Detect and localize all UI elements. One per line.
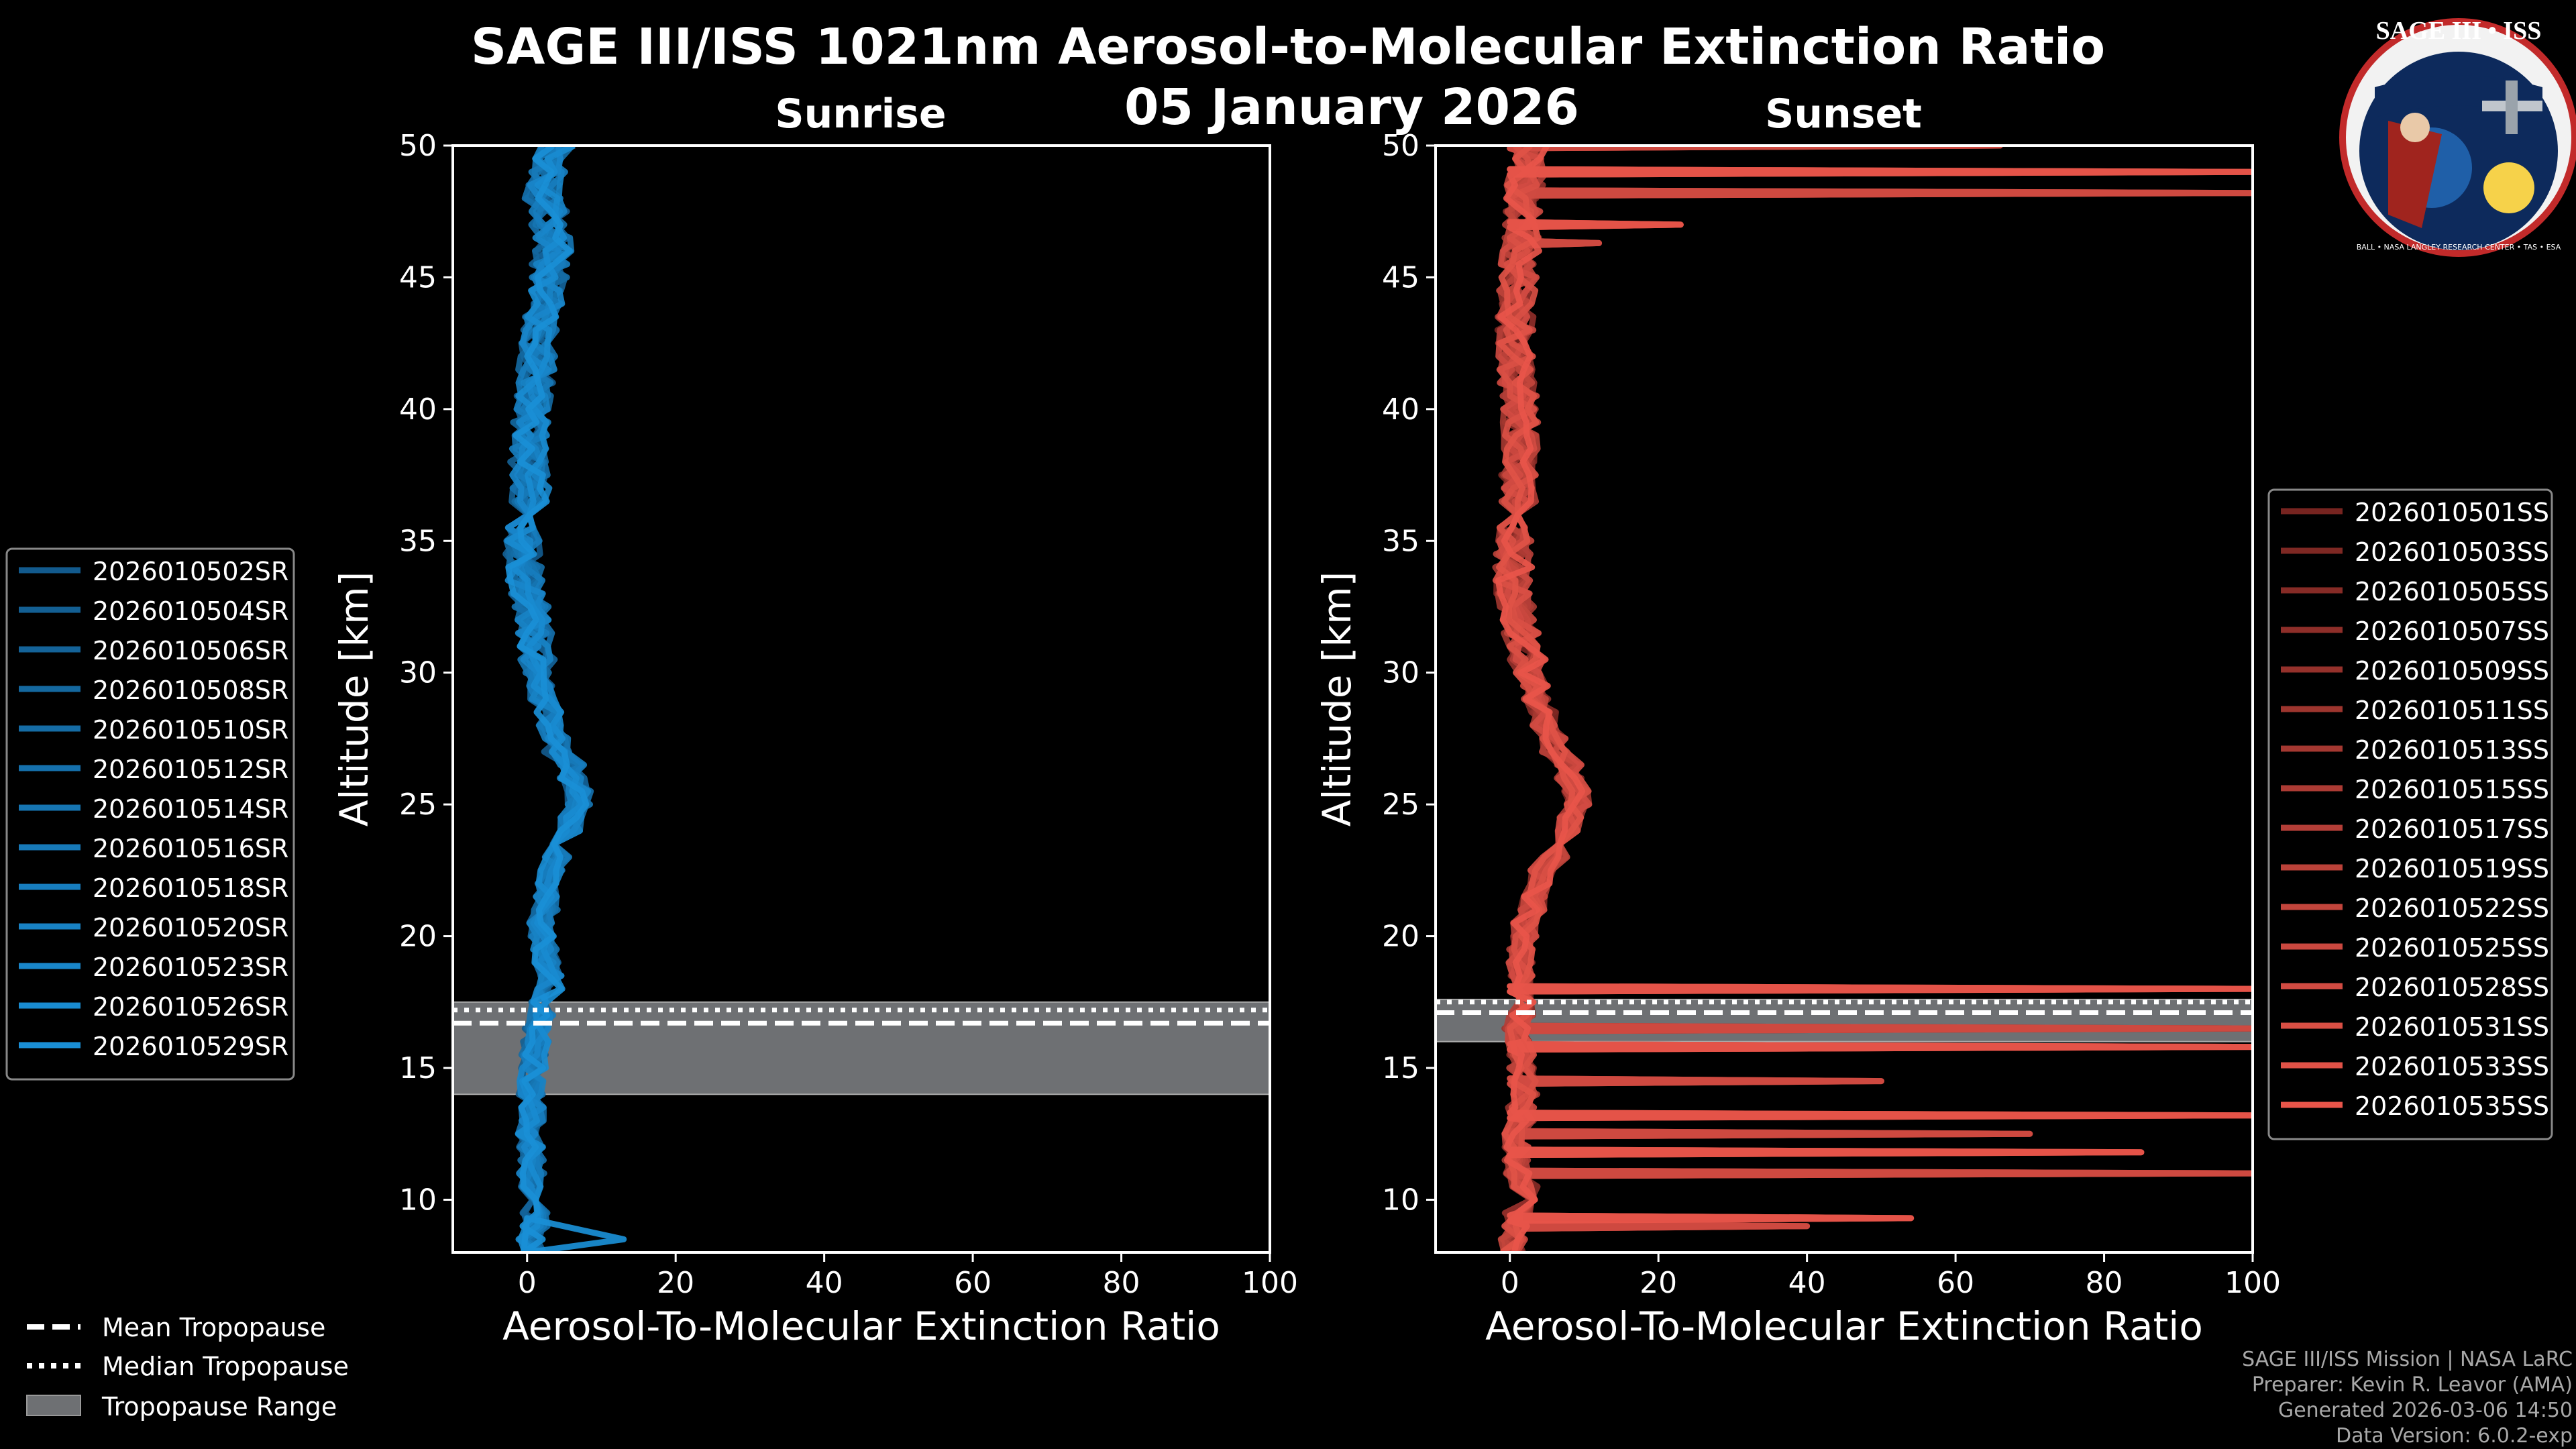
y-tick-label: 40 (399, 392, 437, 427)
mean-tropopause-label: Mean Tropopause (102, 1313, 325, 1342)
y-tick-label: 25 (1382, 788, 1419, 822)
legend-label: 2026010504SR (93, 596, 288, 626)
legend-label: 2026010533SS (2355, 1052, 2549, 1081)
y-tick-label: 45 (399, 260, 437, 294)
logo-text: SAGE III • ISS (2376, 17, 2542, 45)
legend-label: 2026010513SS (2355, 735, 2549, 765)
sunrise-title: Sunrise (775, 91, 946, 138)
x-tick-label: 100 (1242, 1266, 1298, 1300)
footer-generated: Generated 2026-03-06 14:50 (2278, 1399, 2573, 1422)
y-tick-label: 35 (1382, 524, 1419, 558)
x-tick-label: 20 (657, 1266, 694, 1300)
main-title: SAGE III/ISS 1021nm Aerosol-to-Molecular… (471, 18, 2105, 76)
legend-label: 2026010523SR (93, 953, 288, 982)
legend-label: 2026010507SS (2355, 616, 2549, 646)
y-tick-label: 30 (1382, 656, 1419, 690)
legend-label: 2026010514SR (93, 794, 288, 824)
legend-label: 2026010509SS (2355, 656, 2549, 686)
legend-label: 2026010519SS (2355, 854, 2549, 883)
y-tick-label: 40 (1382, 392, 1419, 427)
tropopause-range-band (1436, 998, 2253, 1042)
legend-label: 2026010502SR (93, 557, 288, 586)
y-tick-label: 35 (399, 524, 437, 558)
x-tick-label: 60 (954, 1266, 991, 1300)
legend-label: 2026010528SS (2355, 973, 2549, 1002)
y-tick-label: 50 (1382, 129, 1419, 163)
legend-label: 2026010518SR (93, 873, 288, 903)
legend-label: 2026010511SS (2355, 696, 2549, 725)
legend-box (2267, 488, 2553, 1140)
profile-line-2026010535SS (1495, 146, 2253, 1252)
tropopause-legend: Mean Tropopause Median Tropopause Tropop… (26, 1313, 349, 1421)
legend-label: 2026010512SR (93, 755, 288, 784)
legend-label: 2026010526SR (93, 992, 288, 1022)
legend-label: 2026010516SR (93, 834, 288, 863)
sunset-legend: 2026010501SS 2026010503SS 2026010505SS 2026… (2267, 488, 2553, 1140)
legend-label: 2026010517SS (2355, 814, 2549, 844)
legend-box (5, 547, 295, 1081)
x-axis-label: Aerosol-To-Molecular Extinction Ratio (502, 1303, 1220, 1349)
sage-iii-iss-logo: SAGE III • ISS BALL • NASA LANGLEY RESEA… (2339, 17, 2576, 257)
legend-label: 2026010508SR (93, 676, 288, 705)
legend-label: 2026010531SS (2355, 1012, 2549, 1042)
legend-label: 2026010522SS (2355, 894, 2549, 923)
legend-label: 2026010529SR (93, 1032, 288, 1061)
footer-preparer: Preparer: Kevin R. Leavor (AMA) (2252, 1373, 2573, 1397)
x-tick-label: 100 (2224, 1266, 2281, 1300)
x-tick-label: 40 (1788, 1266, 1826, 1300)
x-tick-label: 80 (1103, 1266, 1140, 1300)
sunrise-plot: 0 20 40 60 80 100 10 15 20 25 30 35 40 45 50 Aerosol-To… (331, 129, 1298, 1349)
y-axis-label: Altitude [km] (331, 572, 377, 826)
y-tick-label: 15 (399, 1051, 437, 1085)
y-tick-label: 20 (1382, 920, 1419, 954)
footer-version: Data Version: 6.0.2-exp (2336, 1424, 2573, 1448)
main-date: 05 January 2026 (1124, 78, 1579, 136)
sunset-title: Sunset (1765, 91, 1922, 138)
legend-label: 2026010505SS (2355, 577, 2549, 606)
y-tick-label: 10 (1382, 1183, 1419, 1217)
y-tick-label: 20 (399, 920, 437, 954)
x-tick-label: 0 (1501, 1266, 1519, 1300)
x-tick-label: 20 (1640, 1266, 1677, 1300)
legend-label: 2026010520SR (93, 913, 288, 943)
footer-mission: SAGE III/ISS Mission | NASA LaRC (2242, 1348, 2573, 1371)
profile-line-2026010523SR (504, 146, 592, 1252)
y-axis-label: Altitude [km] (1314, 572, 1360, 826)
x-tick-label: 0 (518, 1266, 537, 1300)
legend-label: 2026010506SR (93, 636, 288, 665)
legend-label: 2026010525SS (2355, 933, 2549, 963)
sunrise-legend: 2026010502SR 2026010504SR 2026010506SR 2026… (5, 547, 295, 1081)
axes-frame (451, 144, 1271, 1254)
footer: SAGE III/ISS Mission | NASA LaRC Prepare… (2242, 1348, 2573, 1448)
tropopause-range-label: Tropopause Range (101, 1392, 337, 1421)
legend-label: 2026010510SR (93, 715, 288, 745)
x-tick-label: 40 (806, 1266, 843, 1300)
axes-frame (1434, 144, 2254, 1254)
sunset-plot: 0 20 40 60 80 100 10 15 20 25 30 35 40 45 50 Aerosol-To… (1314, 129, 2281, 1349)
y-tick-label: 10 (399, 1183, 437, 1217)
profile-line-2026010529SR (505, 146, 627, 1252)
legend-label: 2026010501SS (2355, 498, 2549, 527)
tropopause-range-band (453, 1001, 1270, 1095)
legend-label: 2026010535SS (2355, 1091, 2549, 1121)
median-tropopause-label: Median Tropopause (102, 1352, 349, 1381)
y-tick-label: 15 (1382, 1051, 1419, 1085)
x-tick-label: 80 (2086, 1266, 2123, 1300)
logo-ring-text: BALL • NASA LANGLEY RESEARCH CENTER • TA… (2357, 243, 2561, 252)
legend-label: 2026010515SS (2355, 775, 2549, 804)
tropopause-range-swatch (26, 1395, 81, 1416)
y-tick-label: 45 (1382, 260, 1419, 294)
y-tick-label: 50 (399, 129, 437, 163)
x-tick-label: 60 (1937, 1266, 1974, 1300)
y-tick-label: 30 (399, 656, 437, 690)
x-axis-label: Aerosol-To-Molecular Extinction Ratio (1485, 1303, 2203, 1349)
y-tick-label: 25 (399, 788, 437, 822)
legend-label: 2026010503SS (2355, 537, 2549, 567)
